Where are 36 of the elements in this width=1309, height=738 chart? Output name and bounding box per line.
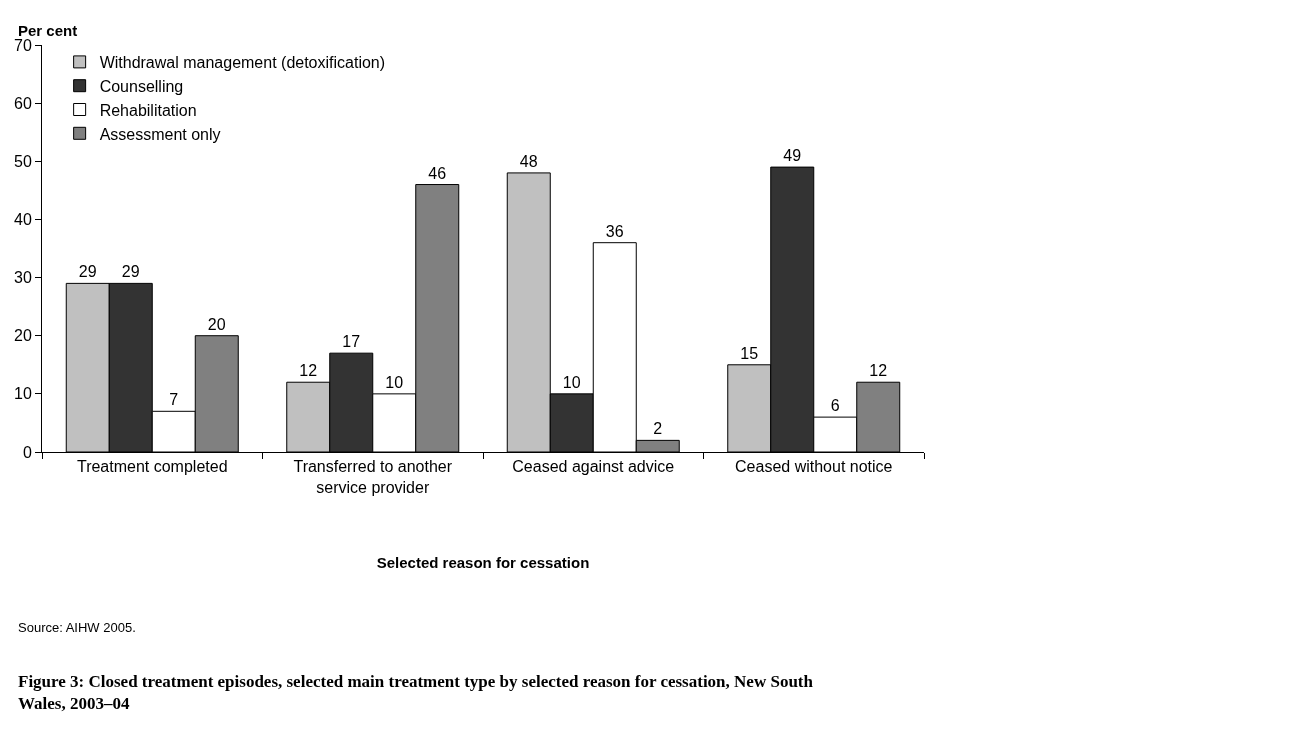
x-axis-title: Selected reason for cessation <box>376 554 590 571</box>
data-label: 6 <box>830 397 840 415</box>
x-tick-label: Ceased against advice <box>512 458 675 476</box>
y-tick-label: 70 <box>14 36 32 54</box>
source-note: Source: AIHW 2005. <box>18 620 136 635</box>
y-tick-label: 40 <box>14 211 32 229</box>
data-label: 49 <box>783 147 802 165</box>
data-label: 17 <box>342 333 361 351</box>
x-tick-label: Treatment completed <box>76 458 228 476</box>
data-label: 29 <box>121 263 140 281</box>
data-label: 10 <box>385 373 404 391</box>
data-label: 20 <box>207 315 226 333</box>
legend-label: Assessment only <box>99 125 221 143</box>
legend-label: Rehabilitation <box>99 101 197 119</box>
data-label: 29 <box>78 263 97 281</box>
x-tick-label: Transferred to another service provider <box>293 458 453 496</box>
data-label: 46 <box>428 164 447 182</box>
legend-label: Withdrawal management (detoxification) <box>99 54 386 72</box>
data-label: 10 <box>562 373 581 391</box>
data-label: 2 <box>653 420 663 438</box>
data-label: 12 <box>299 362 318 380</box>
data-label: 7 <box>169 391 179 409</box>
x-tick-label: Ceased without notice <box>735 458 893 476</box>
legend-label: Counselling <box>99 77 184 95</box>
y-tick-label: 50 <box>14 152 32 170</box>
y-tick-label: 20 <box>14 327 32 345</box>
data-label: 12 <box>869 362 888 380</box>
data-label: 36 <box>605 222 624 240</box>
text: Figure 3: Closed treatment episodes, selected main treatment type by selected reason for cessation, New South Wales, 2003–04 <box>18 672 814 714</box>
y-tick-label: 10 <box>14 385 32 403</box>
y-tick-label: 0 <box>22 443 32 461</box>
data-label: 15 <box>740 344 759 362</box>
y-axis-title: Per cent <box>18 22 78 39</box>
y-tick-label: 30 <box>14 269 32 287</box>
y-tick-label: 60 <box>14 94 32 112</box>
data-label: 48 <box>519 152 538 170</box>
